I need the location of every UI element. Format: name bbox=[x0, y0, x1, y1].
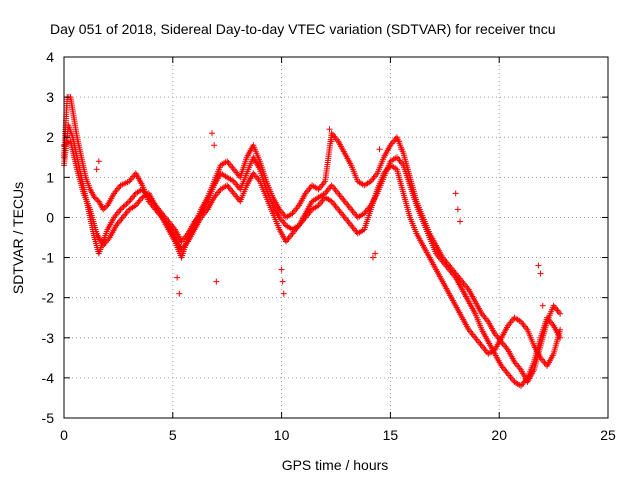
series-trace-C bbox=[61, 138, 564, 369]
data-point bbox=[124, 199, 131, 206]
x-tick-label: 20 bbox=[491, 427, 507, 443]
data-point bbox=[123, 201, 130, 208]
data-point bbox=[557, 326, 564, 333]
data-point bbox=[174, 274, 181, 281]
data-point bbox=[278, 266, 285, 273]
data-point bbox=[93, 166, 100, 173]
data-point bbox=[396, 138, 403, 145]
series-spikes bbox=[93, 126, 546, 309]
data-point bbox=[101, 205, 108, 212]
chart-title: Day 051 of 2018, Sidereal Day-to-day VTE… bbox=[50, 21, 556, 37]
ticks bbox=[63, 56, 609, 419]
data-point bbox=[372, 250, 379, 257]
y-tick-label: -1 bbox=[42, 250, 55, 266]
x-tick-label: 15 bbox=[383, 427, 399, 443]
plot-frame bbox=[63, 56, 609, 419]
x-tick-label: 25 bbox=[600, 427, 616, 443]
data-point bbox=[454, 206, 461, 213]
data-point bbox=[103, 203, 110, 210]
y-tick-label: 0 bbox=[46, 209, 54, 225]
data-point bbox=[535, 262, 542, 269]
y-tick-label: 1 bbox=[46, 169, 54, 185]
y-tick-label: -5 bbox=[42, 410, 55, 426]
tick-labels: 0 5 10 15 20 25 -5 -4 -3 -2 -1 0 1 2 3 4 bbox=[42, 49, 616, 443]
data-point bbox=[452, 190, 459, 197]
data-layer bbox=[61, 94, 564, 389]
x-tick-label: 5 bbox=[169, 427, 177, 443]
data-point bbox=[537, 270, 544, 277]
y-tick-label: -4 bbox=[42, 370, 55, 386]
data-point bbox=[117, 206, 124, 213]
x-tick-label: 0 bbox=[60, 427, 68, 443]
data-point bbox=[100, 206, 107, 213]
data-point bbox=[213, 278, 220, 285]
x-axis-label: GPS time / hours bbox=[282, 457, 389, 473]
data-point bbox=[92, 195, 99, 202]
data-point bbox=[121, 202, 128, 209]
data-point bbox=[95, 158, 102, 165]
data-point bbox=[280, 290, 287, 297]
y-tick-label: 3 bbox=[46, 89, 54, 105]
data-point bbox=[326, 126, 333, 133]
data-point bbox=[539, 302, 546, 309]
data-point bbox=[376, 146, 383, 153]
y-tick-label: 4 bbox=[46, 49, 54, 65]
data-point bbox=[369, 254, 376, 261]
data-point bbox=[557, 310, 564, 317]
data-point bbox=[328, 138, 335, 145]
data-point bbox=[457, 218, 464, 225]
y-tick-label: 2 bbox=[46, 129, 54, 145]
data-point bbox=[398, 146, 405, 153]
data-point bbox=[119, 205, 126, 212]
y-tick-label: -3 bbox=[42, 330, 55, 346]
data-point bbox=[120, 203, 127, 210]
data-point bbox=[208, 130, 215, 137]
data-point bbox=[279, 278, 286, 285]
data-point bbox=[176, 290, 183, 297]
y-tick-label: -2 bbox=[42, 290, 55, 306]
data-point bbox=[91, 194, 98, 201]
y-axis-label: SDTVAR / TECUs bbox=[10, 182, 26, 294]
x-tick-label: 10 bbox=[274, 427, 290, 443]
data-point bbox=[211, 142, 218, 149]
